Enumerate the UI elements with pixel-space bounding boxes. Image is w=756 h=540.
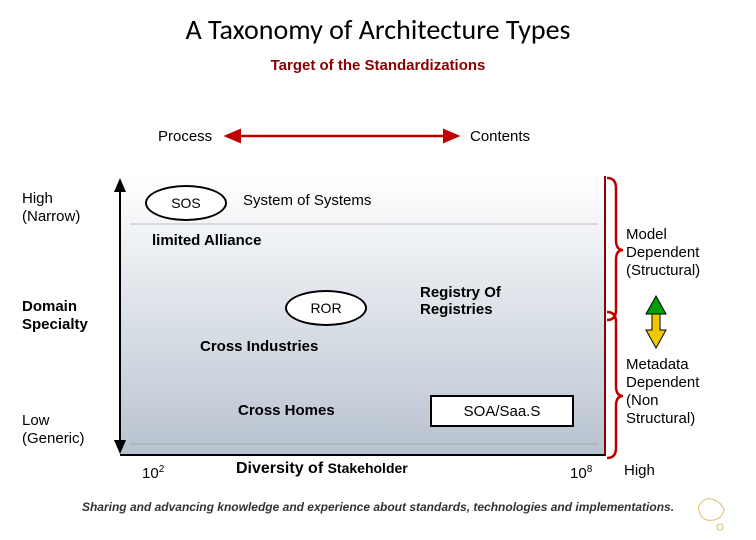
right-label-metadata: Metadata Dependent (Non Structural) [626,356,699,428]
right-top-l1: Model [626,226,667,243]
right-bot-l4: Structural) [626,410,695,427]
x-axis-title: Diversity of Stakeholder [236,460,408,478]
x-lo-base: 10 [142,465,159,482]
x-hi-sup: 8 [587,464,593,475]
page-title: A Taxonomy of Architecture Types [0,0,756,47]
ror-label: Registry Of Registries [420,285,501,318]
right-label-model: Model Dependent (Structural) [626,226,700,280]
y-low-line1: Low [22,412,50,429]
x-hi-base: 10 [570,465,587,482]
subtitle: Target of the Standardizations [0,47,756,74]
y-axis-low: Low (Generic) [22,412,85,448]
cross-homes-label: Cross Homes [238,402,335,419]
x-axis-low-tick: 102 [142,464,164,482]
y-high-line1: High [22,190,53,207]
bracket-metadata-icon [607,312,623,458]
x-title-main: Diversity of [236,460,328,477]
y-mid-line2: Specialty [22,316,88,333]
y-mid-line1: Domain [22,298,77,315]
bracket-model-icon [607,178,623,320]
x-axis-contents: Contents [470,128,530,145]
sos-node: SOS [145,185,227,221]
x-title-sub: Stakeholder [328,460,408,476]
right-top-l3: (Structural) [626,262,700,279]
x-axis-high-label: High [624,462,655,479]
ror-node: ROR [285,290,367,326]
y-axis-mid: Domain Specialty [22,298,88,334]
ror-label-l2: Registries [420,301,493,318]
footer-text: Sharing and advancing knowledge and expe… [0,500,756,514]
right-bot-l2: Dependent [626,374,699,391]
soa-node: SOA/Saa.S [430,395,574,427]
cross-industries-label: Cross Industries [200,338,318,355]
x-axis-high-tick: 108 [570,464,592,482]
y-low-line2: (Generic) [22,430,85,447]
right-bot-l3: (Non [626,392,659,409]
limited-alliance-label: limited Alliance [152,232,261,249]
x-axis-process: Process [158,128,212,145]
right-bot-l1: Metadata [626,356,689,373]
y-axis-high: High (Narrow) [22,190,80,226]
ror-label-l1: Registry Of [420,284,501,301]
x-lo-sup: 2 [159,464,165,475]
updown-arrow-icon [646,296,666,348]
right-top-l2: Dependent [626,244,699,261]
y-high-line2: (Narrow) [22,208,80,225]
sos-label: System of Systems [243,192,371,209]
